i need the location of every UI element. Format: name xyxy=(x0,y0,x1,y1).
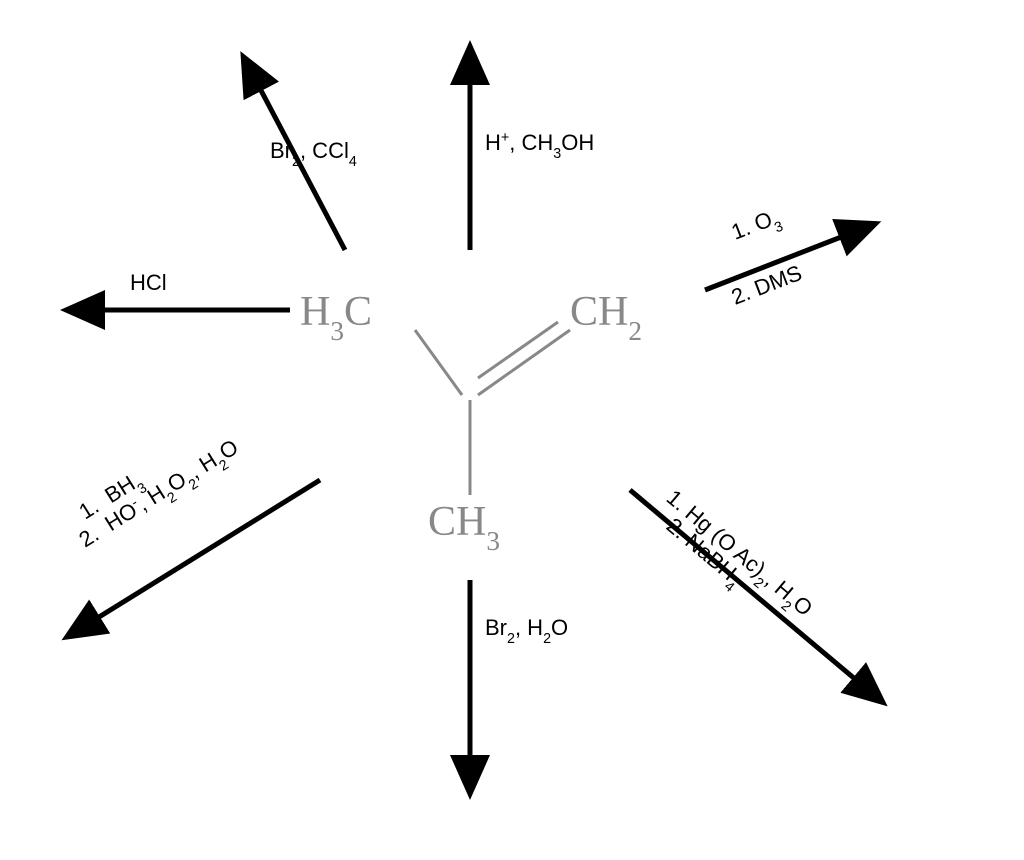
arrows xyxy=(70,50,880,790)
molecule: H3C CH2 CH3 xyxy=(300,289,642,556)
label-top-left: Br2, CCl4 xyxy=(270,138,357,170)
label-h3c: H3C xyxy=(300,289,372,346)
bond-right-1 xyxy=(478,330,570,395)
label-ch2: CH2 xyxy=(570,289,642,346)
bond-right-2 xyxy=(478,322,558,378)
label-ch3: CH3 xyxy=(428,499,500,556)
label-left: HCl xyxy=(130,270,167,295)
label-bottom-right-1: 1. Hg (O Ac)2, H2O xyxy=(657,485,817,627)
label-top-right-1: 1. O3 xyxy=(728,204,786,252)
arrow-bottom-right xyxy=(630,490,880,700)
reaction-diagram: H3C CH2 CH3 Br2, CCl4 H+, CH3OH 1. O3 2.… xyxy=(0,0,1024,860)
bond-left xyxy=(415,330,462,395)
label-bottom: Br2, H2O xyxy=(485,615,568,647)
reaction-labels: Br2, CCl4 H+, CH3OH 1. O3 2. DMS HCl 1. … xyxy=(74,130,817,647)
label-top: H+, CH3OH xyxy=(485,130,594,162)
